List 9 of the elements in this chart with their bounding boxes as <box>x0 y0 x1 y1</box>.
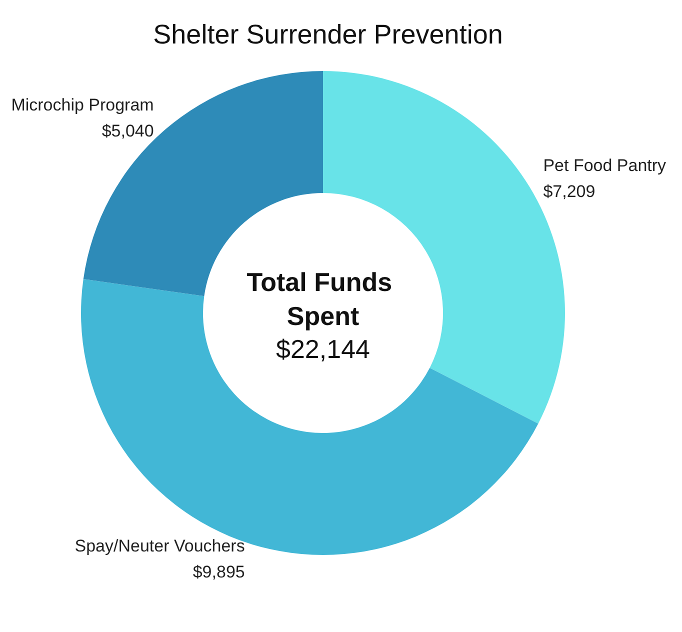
slice-label: Pet Food Pantry <box>543 156 667 176</box>
text: $22,144 <box>276 334 370 364</box>
text: Total Funds Spent <box>246 267 400 331</box>
data-label: $5,040 <box>102 122 154 141</box>
chart-title: Shelter Surrender Prevention <box>153 20 503 50</box>
slice-label: Spay/Neuter Vouchers <box>74 536 245 556</box>
slice-label: Microchip Program <box>11 96 154 115</box>
data-label: $7,209 <box>543 182 596 202</box>
data-label: $9,895 <box>192 562 245 582</box>
